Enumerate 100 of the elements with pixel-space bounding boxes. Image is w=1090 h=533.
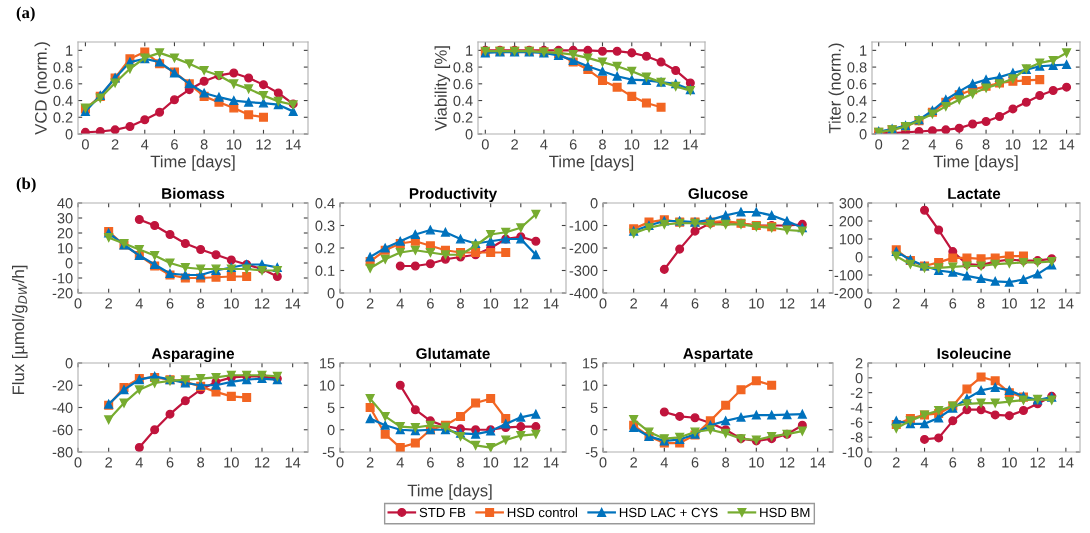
x-tick-label: 14 — [1058, 298, 1074, 309]
y-tick-label: -2 — [850, 387, 863, 398]
y-tick-label: 15 — [583, 358, 598, 369]
y-tick-label: 0 — [859, 129, 867, 140]
x-tick-label: 10 — [1002, 457, 1017, 468]
y-tick-label: -40 — [52, 402, 73, 413]
y-tick-label: 0.4 — [53, 95, 73, 106]
x-tick-label: 12 — [513, 457, 529, 468]
x-tick-label: 12 — [1032, 139, 1048, 150]
y-tick-label: 0.8 — [847, 62, 867, 73]
y-tick-label: 1 — [66, 45, 73, 56]
y-tick-label: 0.8 — [53, 62, 73, 73]
text: (a) — [16, 6, 35, 22]
y-tick-label: -5 — [322, 447, 335, 458]
y-tick-label: 0.1 — [315, 265, 335, 276]
y-tick-label: 5 — [327, 402, 335, 413]
x-tick-label: 4 — [660, 457, 668, 468]
x-tick-label: 10 — [224, 457, 239, 468]
y-tick-label: 0.4 — [453, 95, 473, 106]
x-tick-label: 6 — [171, 139, 178, 150]
chart-title: Asparagine — [151, 347, 235, 363]
x-tick-label: 8 — [977, 457, 985, 468]
x-tick-label: 10 — [749, 298, 764, 309]
legend-label: HSD LAC + CYS — [619, 507, 718, 518]
x-tick-label: 8 — [457, 298, 464, 309]
x-tick-label: 14 — [1059, 139, 1075, 150]
x-tick-label: 0 — [81, 139, 89, 150]
y-tick-label: 1 — [466, 45, 473, 56]
y-tick-label: 0.3 — [315, 220, 335, 231]
y-axis-title: Titer (norm.) — [828, 43, 845, 134]
y-tick-label: 10 — [320, 380, 335, 391]
chart-title: Aspartate — [683, 348, 753, 362]
x-tick-label: 4 — [141, 139, 149, 150]
x-tick-label: 4 — [920, 457, 929, 468]
x-tick-label: 6 — [949, 457, 957, 468]
x-axis-title: Time [days] — [407, 484, 492, 500]
x-tick-label: 12 — [255, 298, 270, 309]
x-axis-title: Time [days] — [933, 155, 1018, 171]
x-tick-label: 14 — [683, 139, 699, 150]
x-tick-label: 0 — [599, 298, 607, 309]
x-tick-label: 2 — [630, 457, 637, 468]
x-tick-label: 2 — [511, 139, 518, 150]
y-tick-label: -200 — [834, 288, 863, 299]
x-tick-label: 12 — [654, 139, 669, 150]
x-tick-label: 10 — [224, 298, 239, 309]
x-tick-label: 2 — [892, 457, 900, 468]
y-tick-label: 1 — [860, 45, 867, 56]
y-tick-label: 0.6 — [847, 78, 867, 90]
y-tick-label: 0.6 — [53, 78, 73, 90]
x-axis-title: Time [days] — [150, 155, 235, 171]
x-tick-label: 0 — [336, 298, 344, 309]
x-tick-label: 4 — [396, 457, 404, 468]
x-tick-label: 14 — [810, 298, 826, 309]
y-tick-label: 10 — [583, 380, 598, 391]
y-tick-label: 5 — [590, 402, 598, 413]
x-tick-label: 6 — [427, 457, 434, 468]
y-tick-label: 0.2 — [453, 112, 473, 123]
y-tick-label: -10 — [842, 447, 863, 458]
y-tick-label: -400 — [569, 288, 598, 299]
x-tick-label: 2 — [366, 298, 374, 309]
x-tick-label: 14 — [1058, 457, 1074, 468]
x-tick-label: 14 — [543, 298, 559, 309]
x-tick-label: 8 — [457, 457, 464, 468]
y-tick-label: -10 — [52, 273, 73, 284]
x-tick-label: 4 — [660, 298, 668, 309]
legend-label: STD FB — [419, 507, 466, 518]
x-tick-label: 2 — [111, 139, 119, 150]
x-tick-label: 10 — [226, 139, 242, 150]
y-tick-label: 0 — [855, 252, 863, 263]
x-tick-label: 4 — [540, 139, 548, 150]
x-tick-label: 12 — [256, 139, 271, 150]
x-tick-label: 10 — [749, 457, 764, 468]
x-tick-label: 6 — [691, 298, 699, 309]
x-tick-label: 12 — [255, 457, 270, 468]
x-tick-label: 6 — [166, 457, 174, 468]
y-tick-label: 0 — [590, 198, 598, 209]
x-tick-label: 2 — [892, 298, 900, 309]
x-tick-label: 0 — [481, 139, 489, 150]
x-tick-label: 8 — [197, 298, 205, 309]
x-tick-label: 6 — [691, 457, 699, 468]
y-tick-label: -100 — [569, 220, 598, 231]
y-tick-label: 0 — [65, 129, 73, 140]
y-tick-label: 0 — [590, 424, 598, 436]
y-axis-title: Viability [%] — [434, 46, 451, 131]
legend-label: HSD control — [507, 507, 578, 518]
y-tick-label: 0.4 — [847, 95, 867, 106]
x-tick-label: 0 — [74, 298, 82, 309]
chart-title: Isoleucine — [937, 347, 1011, 359]
x-tick-label: 12 — [513, 298, 529, 309]
x-tick-label: 4 — [135, 298, 143, 309]
x-tick-label: 14 — [810, 457, 826, 468]
chart-title: Productivity — [409, 187, 498, 202]
x-tick-label: 6 — [949, 298, 957, 309]
x-tick-label: 2 — [366, 457, 374, 468]
x-tick-label: 2 — [630, 298, 637, 309]
y-tick-label: -300 — [569, 265, 598, 276]
x-tick-label: 0 — [74, 457, 82, 468]
x-tick-label: 4 — [928, 139, 937, 150]
x-tick-label: 8 — [982, 139, 990, 150]
x-tick-label: 6 — [569, 139, 577, 150]
